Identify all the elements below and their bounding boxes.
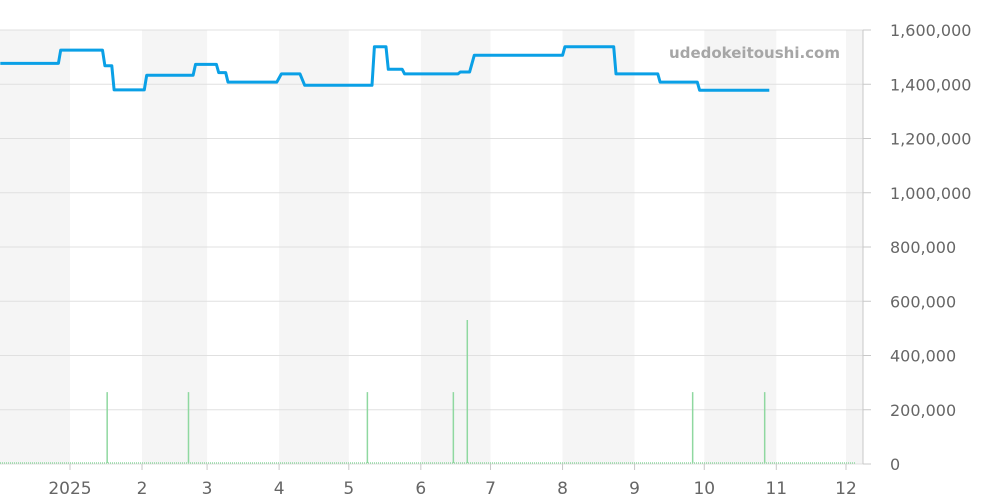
x-tick-label: 11 [765, 479, 787, 499]
y-axis-ticks: 0 200,000 400,000 600,000 800,000 1,000,000 1,… [863, 21, 971, 474]
x-tick-label: 8 [557, 479, 568, 499]
y-tick-label: 1,600,000 [890, 21, 971, 40]
gridlines [0, 29, 863, 465]
y-tick-label: 600,000 [890, 292, 956, 311]
x-tick-label: 9 [629, 479, 640, 499]
x-tick-label: 10 [693, 479, 715, 499]
y-tick-label: 200,000 [890, 401, 956, 420]
x-tick-label: 7 [485, 479, 496, 499]
x-axis-ticks: 2025 2 3 4 5 6 7 8 9 10 11 12 [48, 464, 857, 499]
price-line [0, 45, 770, 92]
x-tick-label: 5 [343, 479, 354, 499]
x-tick-label: 4 [274, 479, 285, 499]
watermark: udedokeitoushi.com [669, 44, 840, 62]
y-tick-label: 400,000 [890, 347, 956, 366]
y-tick-label: 1,200,000 [890, 130, 971, 149]
x-tick-label: 2 [137, 479, 148, 499]
volume-bars [106, 319, 766, 463]
x-tick-label: 12 [835, 479, 857, 499]
y-tick-label: 800,000 [890, 238, 956, 257]
y-tick-label: 0 [890, 455, 900, 474]
x-tick-label: 6 [415, 479, 426, 499]
x-tick-label: 3 [202, 479, 213, 499]
x-tick-label: 2025 [48, 479, 91, 499]
y-tick-label: 1,400,000 [890, 75, 971, 94]
y-tick-label: 1,000,000 [890, 184, 971, 203]
